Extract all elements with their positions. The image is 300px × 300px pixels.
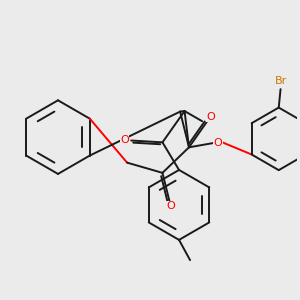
- Text: O: O: [214, 137, 222, 148]
- Text: O: O: [206, 112, 215, 122]
- Text: O: O: [120, 135, 129, 145]
- Text: O: O: [166, 201, 175, 211]
- Text: Br: Br: [274, 76, 287, 86]
